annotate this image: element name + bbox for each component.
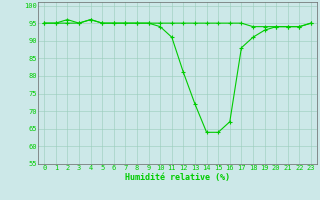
X-axis label: Humidité relative (%): Humidité relative (%) (125, 173, 230, 182)
